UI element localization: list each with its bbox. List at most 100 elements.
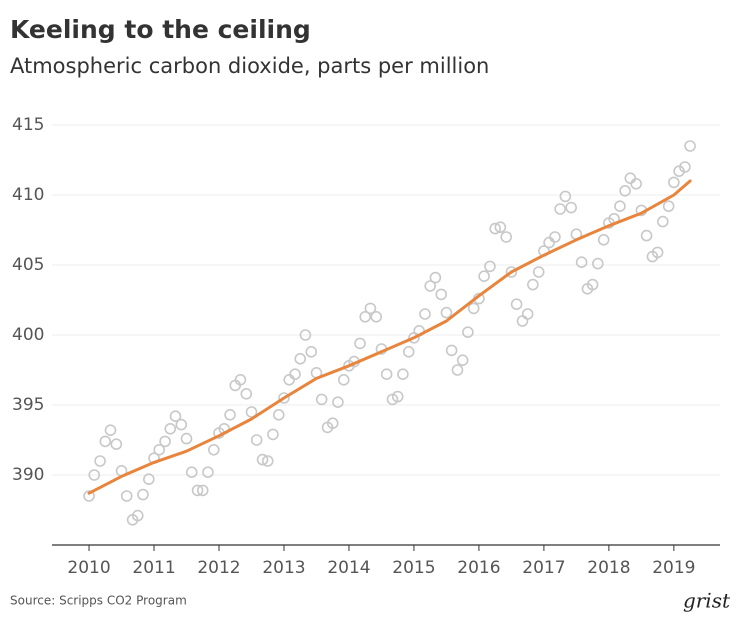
- data-point: [131, 509, 144, 522]
- data-point: [164, 422, 177, 435]
- data-point: [456, 354, 469, 367]
- data-point: [467, 302, 480, 315]
- data-point: [143, 473, 155, 486]
- data-point: [267, 428, 279, 441]
- data-point: [640, 229, 653, 242]
- data-point: [521, 308, 534, 320]
- data-point: [305, 345, 318, 358]
- data-point: [543, 236, 555, 249]
- data-point: [332, 396, 344, 409]
- data-point: [651, 246, 664, 259]
- chart-subtitle: Atmospheric carbon dioxide, parts per mi…: [10, 54, 489, 78]
- x-tick-label: 2018: [587, 558, 630, 578]
- data-point: [397, 368, 409, 381]
- data-point: [435, 288, 448, 301]
- data-point: [592, 257, 604, 270]
- data-point: [315, 393, 328, 406]
- data-point: [261, 455, 274, 467]
- data-point: [440, 306, 453, 319]
- data-point: [224, 408, 236, 421]
- data-point: [679, 161, 691, 173]
- data-point: [208, 443, 220, 456]
- data-point: [614, 200, 626, 212]
- data-point: [586, 278, 599, 291]
- data-point: [278, 392, 290, 404]
- data-point: [185, 466, 198, 479]
- data-point: [364, 302, 377, 315]
- data-point: [619, 185, 631, 197]
- data-point: [419, 308, 431, 320]
- data-point: [684, 140, 696, 152]
- data-point: [169, 410, 182, 423]
- data-point: [445, 344, 458, 357]
- data-point: [99, 435, 112, 448]
- data-point: [391, 390, 404, 403]
- data-point: [489, 222, 501, 235]
- data-point: [516, 315, 529, 327]
- source: Source: Scripps CO2 Program: [10, 594, 187, 608]
- brand: grist: [683, 589, 731, 613]
- data-point: [484, 260, 496, 273]
- data-point: [289, 368, 301, 381]
- data-point: [337, 373, 350, 386]
- data-point: [202, 466, 214, 479]
- x-tick-label: 2017: [522, 558, 565, 578]
- data-point: [294, 352, 307, 365]
- data-point: [256, 453, 269, 466]
- data-point: [380, 368, 393, 381]
- x-tick-label: 2011: [132, 558, 175, 578]
- x-tick-label: 2012: [197, 558, 240, 578]
- data-point: [549, 231, 561, 243]
- data-point: [662, 200, 675, 212]
- data-point: [510, 298, 523, 311]
- data-point: [359, 310, 372, 323]
- data-point: [500, 231, 513, 243]
- data-point: [88, 469, 101, 481]
- chart-title: Keeling to the ceiling: [10, 15, 311, 44]
- data-point: [83, 490, 95, 502]
- y-tick-label: 415: [12, 115, 44, 135]
- data-point: [402, 345, 415, 358]
- data-point: [196, 484, 209, 497]
- data-point: [668, 176, 680, 189]
- data-point: [120, 490, 133, 502]
- data-point: [462, 326, 474, 339]
- data-point: [240, 387, 253, 400]
- data-point: [575, 256, 588, 269]
- data-point: [559, 190, 572, 203]
- x-tick-label: 2016: [457, 558, 500, 578]
- data-point: [191, 484, 204, 497]
- data-point: [597, 234, 610, 246]
- data-point: [175, 418, 188, 431]
- data-point: [370, 310, 383, 323]
- y-tick-label: 395: [12, 395, 44, 415]
- data-point: [451, 364, 464, 376]
- data-point: [429, 271, 442, 284]
- x-tick-label: 2015: [392, 558, 435, 578]
- data-point: [326, 417, 339, 430]
- data-point: [250, 434, 263, 446]
- y-tick-label: 405: [12, 255, 44, 275]
- data-point: [532, 266, 545, 278]
- data-point: [554, 203, 566, 215]
- data-point: [104, 424, 117, 437]
- y-tick-label: 400: [12, 325, 44, 345]
- x-tick-label: 2013: [262, 558, 305, 578]
- data-point: [657, 215, 669, 228]
- data-point: [565, 201, 577, 214]
- data-point: [153, 443, 166, 456]
- data-point: [94, 455, 106, 467]
- data-point: [527, 278, 539, 291]
- data-point: [283, 373, 295, 386]
- data-point: [624, 172, 637, 184]
- trend-line: [87, 179, 692, 495]
- y-tick-label: 410: [12, 185, 44, 205]
- data-point: [110, 438, 123, 451]
- data-point: [630, 178, 642, 190]
- data-point: [424, 280, 436, 292]
- y-tick-label: 390: [12, 465, 44, 485]
- data-point: [137, 488, 149, 501]
- data-point: [478, 270, 490, 283]
- data-point: [494, 221, 507, 233]
- data-point: [180, 432, 193, 445]
